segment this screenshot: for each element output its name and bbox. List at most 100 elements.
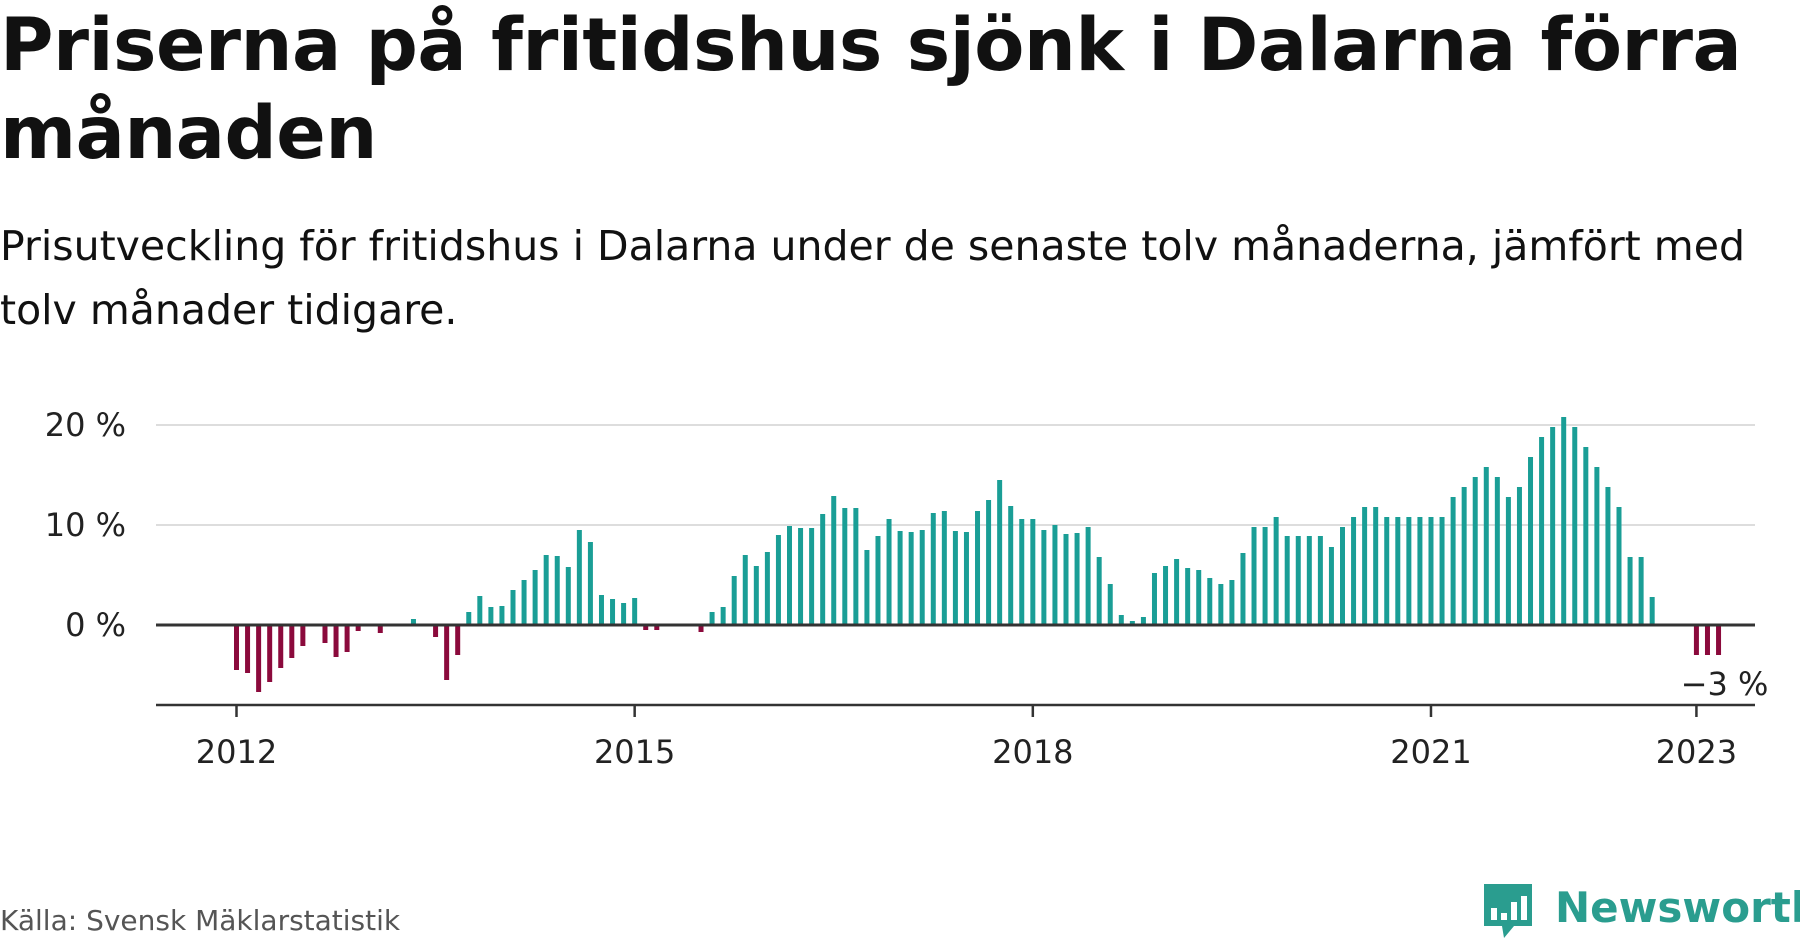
bar: [908, 532, 914, 625]
bar: [764, 552, 770, 625]
bar: [1594, 467, 1600, 625]
bar: [444, 625, 450, 680]
brand-name: Newsworthy: [1555, 883, 1800, 932]
chart-title: Priserna på fritidshus sjönk i Dalarna f…: [0, 3, 1742, 176]
bar: [1151, 573, 1157, 625]
chart-subtitle: Prisutveckling för fritidshus i Dalarna …: [0, 222, 1745, 334]
bar: [820, 514, 826, 625]
bar: [632, 598, 638, 625]
bar: [1461, 487, 1467, 625]
bar: [1528, 457, 1534, 625]
bar: [930, 513, 936, 625]
bar: [1406, 517, 1412, 625]
x-tick-label: 2021: [1390, 733, 1471, 771]
bar: [1583, 447, 1589, 625]
bar: [952, 531, 958, 625]
bar: [267, 625, 273, 682]
newsworthy-logo-icon: [1484, 884, 1532, 938]
bars: [234, 417, 1722, 692]
bar: [1627, 557, 1633, 625]
bar: [1539, 437, 1545, 625]
bar: [587, 542, 593, 625]
bar: [1395, 517, 1401, 625]
bar: [245, 625, 251, 673]
bar: [1306, 536, 1312, 625]
bar: [598, 595, 604, 625]
bar: [1373, 507, 1379, 625]
bar: [1129, 621, 1135, 625]
bar: [477, 596, 483, 625]
bar: [1472, 477, 1478, 625]
bar: [1616, 507, 1622, 625]
bar: [731, 576, 737, 625]
x-tick-label: 2012: [196, 733, 277, 771]
y-axis-ticks: 0 % 10 % 20 %: [45, 406, 126, 644]
bar: [1638, 557, 1644, 625]
bar: [753, 566, 759, 625]
bar: [1284, 536, 1290, 625]
x-tick-label: 2015: [594, 733, 675, 771]
bar: [1561, 417, 1567, 625]
bar: [1229, 580, 1235, 625]
bar: [532, 570, 538, 625]
bar: [809, 528, 815, 625]
bar: [344, 625, 350, 652]
bar: [1273, 517, 1279, 625]
bar: [1428, 517, 1434, 625]
x-tick-label: 2023: [1656, 733, 1737, 771]
bar: [897, 531, 903, 625]
bar: [1494, 477, 1500, 625]
bar: [886, 519, 892, 625]
bar: [919, 530, 925, 625]
bar: [1295, 536, 1301, 625]
bar: [709, 612, 715, 625]
bar: [1340, 527, 1345, 625]
bar: [576, 530, 582, 625]
y-tick-label: 20 %: [45, 406, 126, 444]
bar: [787, 526, 792, 625]
bar: [997, 480, 1003, 625]
bar: [1262, 527, 1268, 625]
bar: [1251, 527, 1257, 625]
bar: [554, 556, 560, 625]
bar: [1649, 597, 1655, 625]
bar: [1096, 557, 1102, 625]
bar: [377, 625, 383, 633]
bar: [1030, 519, 1036, 625]
bar: [742, 555, 748, 625]
bar: [278, 625, 284, 668]
bar: [300, 625, 306, 646]
bar: [1572, 427, 1578, 625]
bar: [1516, 487, 1522, 625]
bar: [1008, 506, 1014, 625]
bar: [1505, 497, 1511, 625]
bar: [1052, 525, 1058, 625]
bar: [455, 625, 461, 655]
last-value-annotation: −3 %: [1681, 665, 1769, 703]
bar: [1207, 578, 1213, 625]
bar: [488, 607, 494, 625]
bar: [1450, 497, 1456, 625]
bar-chart: 0 % 10 % 20 % 2012 2015 2018 2021 2023 −3 %: [45, 406, 1769, 771]
y-tick-label: 0 %: [65, 606, 126, 644]
gridlines: [156, 424, 1755, 526]
bar: [289, 625, 295, 658]
bar: [1362, 507, 1368, 625]
bar: [1483, 467, 1489, 625]
bar: [322, 625, 328, 643]
bar: [1716, 625, 1722, 655]
bar: [466, 612, 472, 625]
bar: [1439, 517, 1445, 625]
bar: [499, 606, 505, 625]
bar: [963, 532, 969, 625]
bar: [842, 508, 848, 625]
bar: [986, 500, 992, 625]
bar: [1384, 517, 1390, 625]
bar: [1063, 534, 1069, 625]
bar: [256, 625, 262, 692]
bar: [543, 555, 549, 625]
x-tick-label: 2018: [992, 733, 1073, 771]
bar: [510, 590, 516, 625]
bar: [698, 625, 704, 632]
bar: [1417, 517, 1423, 625]
